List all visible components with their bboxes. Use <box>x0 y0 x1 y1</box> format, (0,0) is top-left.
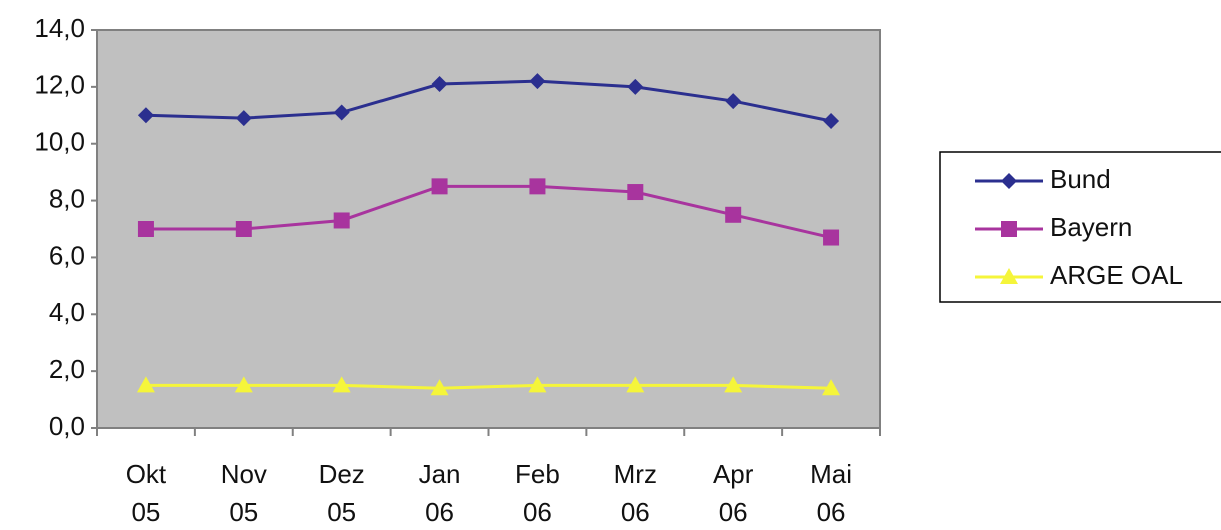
marker <box>823 112 840 129</box>
marker <box>1001 173 1017 189</box>
marker <box>136 376 155 393</box>
y-tick-label: 14,0 <box>34 13 85 43</box>
marker <box>724 376 743 393</box>
marker <box>137 221 154 237</box>
y-tick-label: 2,0 <box>49 354 85 384</box>
marker <box>137 107 154 124</box>
marker <box>234 376 253 393</box>
y-tick-label: 8,0 <box>49 183 85 213</box>
marker <box>529 73 546 90</box>
marker <box>332 376 351 393</box>
marker <box>822 379 841 396</box>
marker <box>333 212 350 229</box>
marker <box>528 376 547 393</box>
x-tick-label: Feb 06 <box>515 459 560 527</box>
series-line <box>145 184 832 239</box>
x-tick-label: Okt 05 <box>126 459 167 527</box>
y-tick-label: 10,0 <box>34 127 85 157</box>
y-tick-label: 4,0 <box>49 297 85 327</box>
marker <box>626 376 645 393</box>
marker <box>823 229 840 246</box>
legend-label: ARGE OAL <box>1050 260 1183 290</box>
marker <box>725 206 742 223</box>
y-tick-label: 0,0 <box>49 411 85 441</box>
marker <box>431 178 448 195</box>
x-tick-label: Mai 06 <box>810 459 852 527</box>
marker <box>1000 268 1018 284</box>
marker <box>627 184 644 201</box>
x-tick-label: Apr 06 <box>713 459 754 527</box>
x-tick-label: Dez 05 <box>319 459 365 527</box>
marker <box>431 76 448 93</box>
marker <box>1001 221 1017 237</box>
legend-label: Bund <box>1050 164 1111 194</box>
series-line <box>145 383 832 390</box>
marker <box>430 379 449 396</box>
marker <box>235 110 252 127</box>
marker <box>725 93 742 110</box>
y-tick-label: 6,0 <box>49 240 85 270</box>
marker <box>627 78 644 95</box>
x-tick-label: Nov 05 <box>221 459 267 527</box>
x-tick-label: Mrz 06 <box>614 459 657 527</box>
marker <box>235 221 252 237</box>
legend-label: Bayern <box>1050 212 1132 242</box>
series-line <box>145 79 832 123</box>
x-tick-label: Jan 06 <box>419 459 461 527</box>
marker <box>333 104 350 121</box>
y-tick-label: 12,0 <box>34 70 85 100</box>
marker <box>529 178 546 195</box>
